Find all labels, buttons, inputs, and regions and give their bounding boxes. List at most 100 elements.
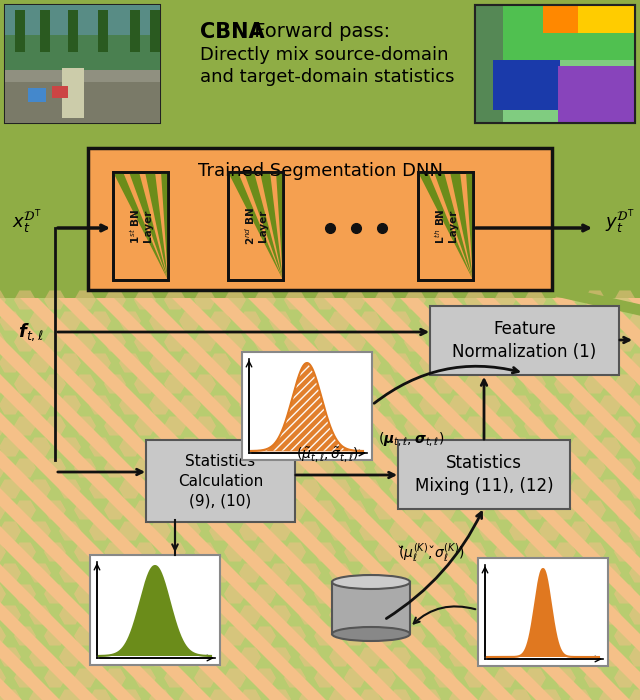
Polygon shape [614, 290, 636, 309]
Text: and target-domain statistics: and target-domain statistics [200, 68, 454, 86]
Polygon shape [494, 668, 516, 687]
Polygon shape [569, 606, 591, 624]
Polygon shape [599, 690, 621, 700]
Polygon shape [164, 500, 186, 519]
Polygon shape [329, 395, 351, 414]
Polygon shape [434, 458, 456, 477]
Polygon shape [380, 298, 640, 700]
Bar [15, 10, 25, 52]
Polygon shape [342, 298, 640, 700]
Bar [418, 172, 473, 280]
Bar [113, 172, 168, 280]
Polygon shape [389, 395, 411, 414]
Polygon shape [314, 458, 336, 477]
Polygon shape [570, 298, 640, 700]
Polygon shape [418, 172, 473, 280]
Polygon shape [314, 416, 336, 435]
Polygon shape [539, 480, 561, 498]
Polygon shape [104, 416, 126, 435]
Polygon shape [74, 374, 96, 393]
Polygon shape [89, 395, 111, 414]
Polygon shape [14, 374, 36, 393]
Polygon shape [389, 354, 411, 372]
Bar [543, 5, 578, 33]
Polygon shape [374, 458, 396, 477]
Polygon shape [494, 458, 516, 477]
Polygon shape [29, 606, 51, 624]
Polygon shape [179, 438, 201, 456]
Polygon shape [434, 668, 456, 687]
Polygon shape [284, 668, 306, 687]
Ellipse shape [332, 627, 410, 641]
Bar [5, 70, 160, 123]
Text: $\hat{\boldsymbol{f}}_{t,\ell}$: $\hat{\boldsymbol{f}}_{t,\ell}$ [639, 320, 640, 348]
Polygon shape [404, 416, 426, 435]
Polygon shape [614, 584, 636, 603]
Polygon shape [59, 690, 81, 700]
Polygon shape [179, 480, 201, 498]
Polygon shape [584, 374, 606, 393]
Polygon shape [389, 690, 411, 700]
Polygon shape [164, 332, 186, 351]
Polygon shape [554, 290, 576, 309]
Polygon shape [539, 564, 561, 582]
Bar [332, 582, 410, 634]
Polygon shape [209, 522, 231, 540]
Polygon shape [194, 626, 216, 645]
Polygon shape [614, 374, 636, 393]
Polygon shape [569, 480, 591, 498]
Polygon shape [269, 354, 291, 372]
Polygon shape [449, 648, 471, 666]
Polygon shape [254, 416, 276, 435]
Bar [475, 5, 635, 123]
Polygon shape [44, 542, 66, 561]
Polygon shape [134, 668, 156, 687]
Polygon shape [374, 584, 396, 603]
Polygon shape [0, 584, 6, 603]
Polygon shape [0, 298, 308, 700]
Polygon shape [239, 522, 261, 540]
Polygon shape [59, 480, 81, 498]
Polygon shape [584, 584, 606, 603]
Polygon shape [524, 500, 546, 519]
Polygon shape [509, 480, 531, 498]
Polygon shape [179, 395, 201, 414]
Polygon shape [113, 172, 168, 280]
Polygon shape [194, 668, 216, 687]
Polygon shape [449, 606, 471, 624]
Polygon shape [104, 626, 126, 645]
Polygon shape [449, 354, 471, 372]
Polygon shape [359, 480, 381, 498]
Polygon shape [0, 332, 6, 351]
Polygon shape [104, 374, 126, 393]
Polygon shape [479, 395, 501, 414]
Polygon shape [149, 564, 171, 582]
Polygon shape [629, 522, 640, 540]
Polygon shape [0, 374, 6, 393]
Polygon shape [389, 606, 411, 624]
Polygon shape [614, 626, 636, 645]
Polygon shape [419, 354, 441, 372]
Polygon shape [104, 332, 126, 351]
Polygon shape [89, 690, 111, 700]
Polygon shape [389, 312, 411, 330]
Polygon shape [149, 648, 171, 666]
Bar [0, 298, 640, 700]
Polygon shape [329, 480, 351, 498]
Polygon shape [329, 522, 351, 540]
Polygon shape [329, 648, 351, 666]
Polygon shape [119, 354, 141, 372]
Polygon shape [29, 690, 51, 700]
Polygon shape [599, 648, 621, 666]
Polygon shape [389, 522, 411, 540]
Polygon shape [190, 298, 612, 700]
Polygon shape [29, 354, 51, 372]
Polygon shape [509, 312, 531, 330]
Polygon shape [228, 172, 283, 280]
Polygon shape [419, 522, 441, 540]
Polygon shape [228, 172, 283, 280]
Polygon shape [284, 626, 306, 645]
Text: $(\tilde{\mu}_{t,\ell},\tilde{\sigma}_{t,\ell})$: $(\tilde{\mu}_{t,\ell},\tilde{\sigma}_{t… [296, 445, 359, 464]
Polygon shape [509, 606, 531, 624]
Polygon shape [494, 584, 516, 603]
